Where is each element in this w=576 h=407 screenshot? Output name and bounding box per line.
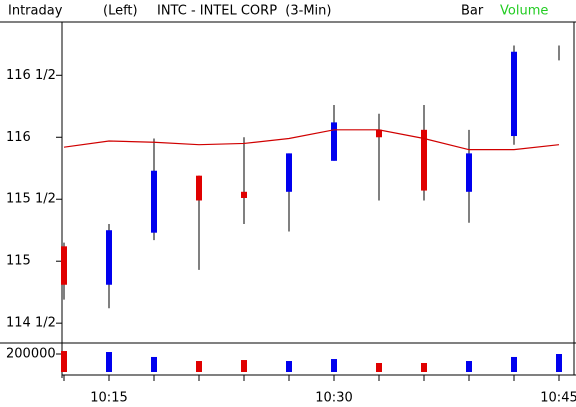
volume-bar [196,361,202,372]
candle-body [241,191,247,198]
volume-bar [511,356,517,372]
y-tick-label: 115 1/2 [6,192,56,207]
candle-body [331,122,337,161]
volume-bar [151,356,157,372]
x-tick-label: 10:45 [540,391,576,406]
volume-bar [421,363,427,372]
volume-bar [286,361,292,372]
volume-bar [61,351,67,372]
volume-bar [241,360,247,372]
y-tick-label: 115 [6,254,31,269]
y-tick-label: 116 1/2 [6,68,56,83]
axis-side: (Left) [103,4,138,19]
volume-bar [106,352,112,372]
candle-body [511,51,517,137]
y-tick-label: 116 [6,130,31,145]
candle-body [196,175,202,201]
volume-bar [331,359,337,372]
volume-toggle[interactable]: Volume [500,4,548,19]
candle-body [61,246,67,285]
volume-bar [466,361,472,372]
candle-body [106,230,112,285]
bar-toggle[interactable]: Bar [461,4,484,19]
candle-body [376,129,382,138]
x-tick-label: 10:15 [90,391,127,406]
candle-body [151,170,157,233]
y-tick-label: 200000 [6,347,56,362]
candle-body [286,153,292,192]
volume-bar [376,363,382,372]
x-tick-label: 10:30 [315,391,352,406]
mode-label: Intraday [8,4,63,19]
candle-body [466,153,472,192]
y-tick-label: 114 1/2 [6,316,56,331]
volume-bar [556,354,562,372]
moving-average [63,129,560,151]
symbol: INTC - INTEL CORP (3-Min) [157,4,331,19]
candle-body [421,129,427,191]
